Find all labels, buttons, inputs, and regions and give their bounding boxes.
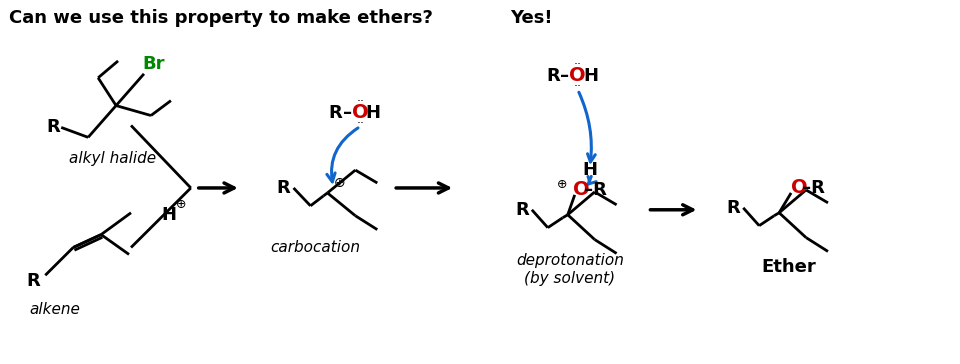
Text: R: R xyxy=(27,272,40,290)
Text: ··: ·· xyxy=(574,58,582,71)
Text: deprotonation
(by solvent): deprotonation (by solvent) xyxy=(516,253,624,285)
Text: H: H xyxy=(582,161,597,179)
Text: R: R xyxy=(276,179,291,197)
Text: ··: ·· xyxy=(356,117,365,130)
Text: R: R xyxy=(727,199,740,217)
Text: H: H xyxy=(366,103,381,122)
Text: –R: –R xyxy=(802,179,825,197)
Text: O: O xyxy=(791,178,807,197)
Text: Ether: Ether xyxy=(761,258,816,276)
Text: O: O xyxy=(352,103,369,122)
Text: R: R xyxy=(46,118,60,136)
Text: ⊕: ⊕ xyxy=(176,198,186,211)
Text: O: O xyxy=(569,66,586,85)
Text: ··: ·· xyxy=(356,95,365,108)
Text: O: O xyxy=(573,181,590,199)
Text: alkyl halide: alkyl halide xyxy=(69,151,156,166)
Text: H: H xyxy=(583,67,598,85)
Text: ⊕: ⊕ xyxy=(333,176,346,190)
Text: –R: –R xyxy=(585,181,607,199)
Text: alkene: alkene xyxy=(30,301,81,317)
Text: R: R xyxy=(546,67,560,85)
Text: H: H xyxy=(161,206,177,224)
Text: –: – xyxy=(343,103,352,122)
Text: Can we use this property to make ethers?: Can we use this property to make ethers? xyxy=(10,9,433,27)
Text: Yes!: Yes! xyxy=(510,9,552,27)
Text: ··: ·· xyxy=(574,80,582,93)
Text: R: R xyxy=(328,103,343,122)
Text: ⊕: ⊕ xyxy=(557,178,567,191)
Text: carbocation: carbocation xyxy=(271,240,360,255)
Text: –: – xyxy=(561,67,569,85)
Text: R: R xyxy=(515,201,529,219)
Text: Br: Br xyxy=(143,55,165,73)
